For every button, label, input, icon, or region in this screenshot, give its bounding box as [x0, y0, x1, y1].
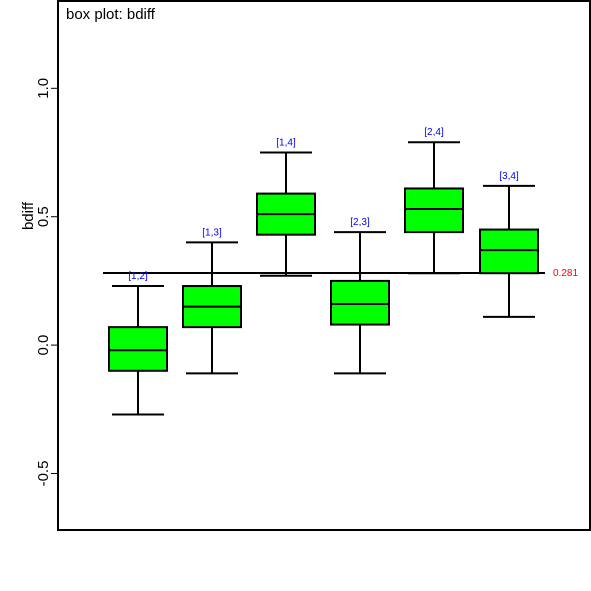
group-label: [2,3]	[350, 217, 370, 228]
group-label: [1,3]	[202, 227, 222, 238]
y-tick-label: 1.0	[35, 78, 52, 99]
y-tick-label: 0.0	[35, 335, 52, 356]
chart-title: box plot: bdiff	[66, 6, 156, 23]
chart-marks: -0.5 0.0 0.5 1.0 0.281 [1,2] [1,3] [1,4] [2,3] [2…	[35, 78, 578, 487]
y-tick-label: 0.5	[35, 206, 52, 227]
box-iqr	[405, 188, 463, 232]
group-label: [1,2]	[128, 271, 148, 282]
y-tick-label: -0.5	[35, 461, 52, 487]
group-label: [2,4]	[424, 127, 444, 138]
box-iqr	[109, 327, 167, 371]
group-label: [1,4]	[276, 138, 296, 149]
box-iqr	[331, 281, 389, 325]
group-label: [3,4]	[499, 171, 519, 182]
reference-value-label: 0.281	[553, 268, 578, 279]
box-iqr	[480, 230, 538, 274]
